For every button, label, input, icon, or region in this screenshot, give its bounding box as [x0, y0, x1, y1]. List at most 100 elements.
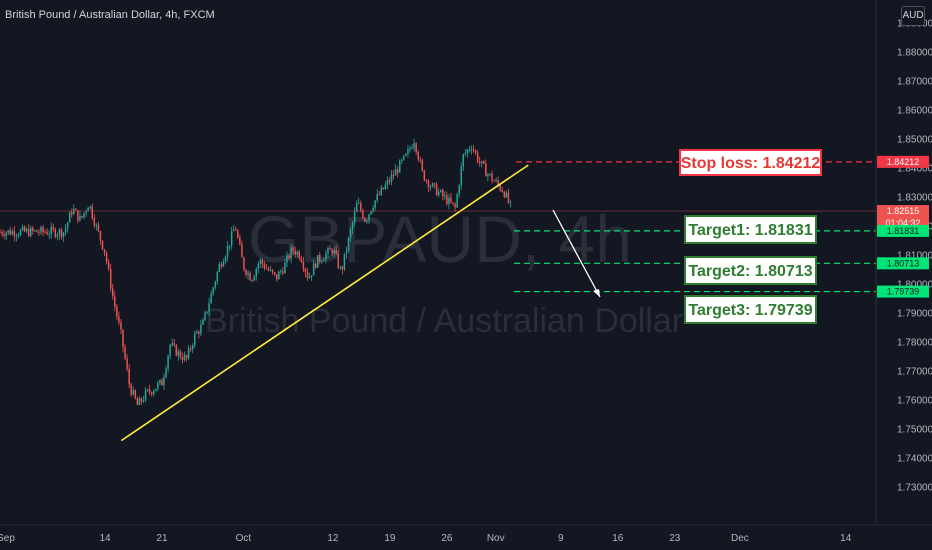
time-tick-label: 14: [840, 533, 852, 544]
candle-body: [394, 169, 397, 176]
candle-body: [288, 255, 290, 259]
price-tick-label: 1.74000: [897, 454, 932, 465]
candle-body: [489, 173, 491, 175]
projection-arrow[interactable]: [552, 209, 601, 298]
price-tick-label: 1.84000: [897, 164, 932, 175]
candle-body: [167, 355, 169, 369]
candle-body: [136, 398, 139, 405]
candle-body: [298, 251, 301, 259]
candle-body: [134, 390, 137, 399]
candle-body: [204, 312, 206, 320]
price-tick-label: 1.77000: [897, 367, 932, 378]
candle-body: [374, 200, 376, 209]
candle-body: [83, 212, 85, 218]
candle-body: [284, 262, 286, 274]
candle-body: [312, 263, 315, 276]
candle-body: [212, 287, 214, 294]
candle-body: [376, 194, 378, 201]
candle-body: [34, 230, 36, 232]
stop-loss-label[interactable]: [679, 149, 822, 176]
candle-body: [116, 306, 118, 317]
candle-body: [294, 250, 296, 255]
target-price-tag: [877, 224, 929, 237]
candle-body: [60, 229, 63, 237]
candle-body: [460, 166, 462, 186]
candle-body: [138, 398, 141, 405]
currency-button[interactable]: AUD: [901, 6, 925, 26]
projection-arrow-head: [593, 289, 600, 297]
candle-body: [0, 231, 1, 233]
price-tick-label: 1.80000: [897, 280, 932, 291]
candle-body: [179, 351, 182, 358]
candle-body: [431, 183, 434, 187]
candle-body: [109, 268, 112, 289]
time-axis[interactable]: Sep 14 21 Oct 12 19 26 Nov 9 16 23 Dec 14: [0, 533, 852, 544]
candle-body: [437, 191, 440, 196]
candle-body: [380, 187, 383, 195]
target-label[interactable]: [684, 215, 817, 244]
symbol-title[interactable]: British Pound / Australian Dollar, 4h, F…: [5, 9, 215, 21]
candle-body: [62, 232, 65, 237]
candle-body: [263, 264, 266, 269]
candle-body: [93, 218, 96, 226]
candle-body: [306, 272, 309, 278]
price-tick-label: 1.81000: [897, 251, 932, 262]
candle-body: [206, 311, 208, 313]
target-label[interactable]: [684, 256, 817, 285]
candle-body: [470, 149, 473, 151]
candle-body: [390, 174, 393, 182]
candle-body: [85, 211, 87, 213]
candle-body: [253, 276, 255, 281]
bar-countdown-text: 01:04:32: [885, 218, 920, 228]
price-axis[interactable]: 1.890001.880001.870001.860001.850001.840…: [897, 19, 932, 494]
candle-body: [286, 255, 288, 263]
candle-body: [128, 368, 130, 385]
candle-body: [124, 347, 126, 359]
price-tick-label: 1.78000: [897, 338, 932, 349]
candle-body: [228, 245, 231, 247]
candle-body: [142, 400, 145, 402]
candle-body: [456, 194, 458, 208]
candle-body: [173, 343, 175, 345]
candle-body: [435, 184, 438, 196]
time-tick-label: 12: [327, 533, 339, 544]
candle-body: [442, 190, 444, 197]
candle-body: [42, 227, 44, 232]
candle-body: [331, 249, 333, 254]
candle-body: [384, 184, 387, 190]
candle-body: [325, 253, 327, 260]
candle-body: [271, 269, 274, 273]
candle-body: [355, 203, 358, 212]
candle-body: [446, 195, 448, 205]
candle-body: [165, 368, 167, 378]
candle-body: [210, 293, 212, 304]
candle-body: [214, 281, 216, 288]
candle-body: [77, 210, 79, 221]
candle-body: [440, 190, 442, 192]
candle-body: [150, 392, 153, 395]
candle-body: [358, 202, 360, 204]
candle-body: [7, 230, 9, 233]
candle-body: [101, 240, 104, 250]
candle-body: [232, 229, 235, 232]
candle-body: [333, 250, 335, 254]
candle-body: [120, 322, 122, 330]
time-tick-label: Oct: [236, 533, 252, 544]
candle-body: [317, 254, 319, 268]
candle-body: [185, 355, 188, 359]
candle-body: [107, 261, 110, 269]
candle-body: [417, 151, 419, 160]
candle-body: [343, 253, 346, 270]
candle-body: [255, 268, 257, 277]
candle-body: [75, 208, 77, 211]
candle-body: [54, 229, 57, 237]
candle-body: [5, 232, 7, 237]
target-label[interactable]: [684, 295, 817, 324]
candle-body: [13, 231, 16, 237]
candle-body: [216, 271, 219, 282]
candle-body: [114, 296, 116, 307]
candle-body: [208, 303, 210, 312]
candle-body: [89, 206, 91, 208]
candle-body: [448, 197, 450, 205]
